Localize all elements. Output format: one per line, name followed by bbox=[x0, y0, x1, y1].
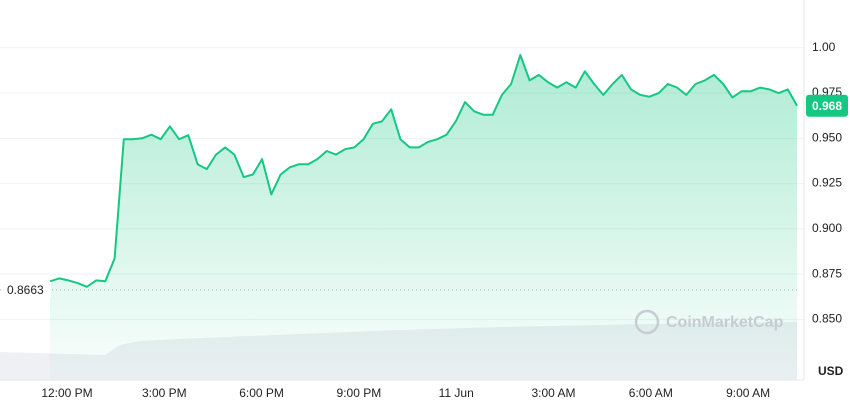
x-tick-label: 9:00 PM bbox=[337, 386, 382, 400]
x-tick-label: 9:00 AM bbox=[726, 386, 770, 400]
price-line bbox=[49, 54, 798, 288]
last-price-label: 0.968 bbox=[812, 99, 842, 113]
y-tick-label: 0.875 bbox=[812, 266, 842, 280]
x-tick-label: 3:00 PM bbox=[142, 386, 187, 400]
y-tick-label: 0.850 bbox=[812, 312, 842, 326]
watermark: CoinMarketCap bbox=[634, 309, 784, 335]
y-tick-label: 0.925 bbox=[812, 176, 842, 190]
x-tick-label: 12:00 PM bbox=[41, 386, 92, 400]
x-tick-label: 3:00 AM bbox=[531, 386, 575, 400]
watermark-text: CoinMarketCap bbox=[666, 314, 784, 331]
x-tick-label: 11 Jun bbox=[439, 386, 474, 400]
x-tick-label: 6:00 AM bbox=[629, 386, 673, 400]
y-tick-label: 0.950 bbox=[812, 130, 842, 144]
x-tick-label: 6:00 PM bbox=[239, 386, 284, 400]
reference-label: 0.8663 bbox=[7, 283, 44, 297]
y-tick-label: 0.900 bbox=[812, 221, 842, 235]
currency-label: USD bbox=[818, 364, 844, 378]
reference-label-box bbox=[3, 281, 51, 298]
y-tick-label: 1.00 bbox=[812, 40, 836, 54]
price-area bbox=[50, 55, 797, 380]
last-price-badge bbox=[806, 94, 848, 117]
